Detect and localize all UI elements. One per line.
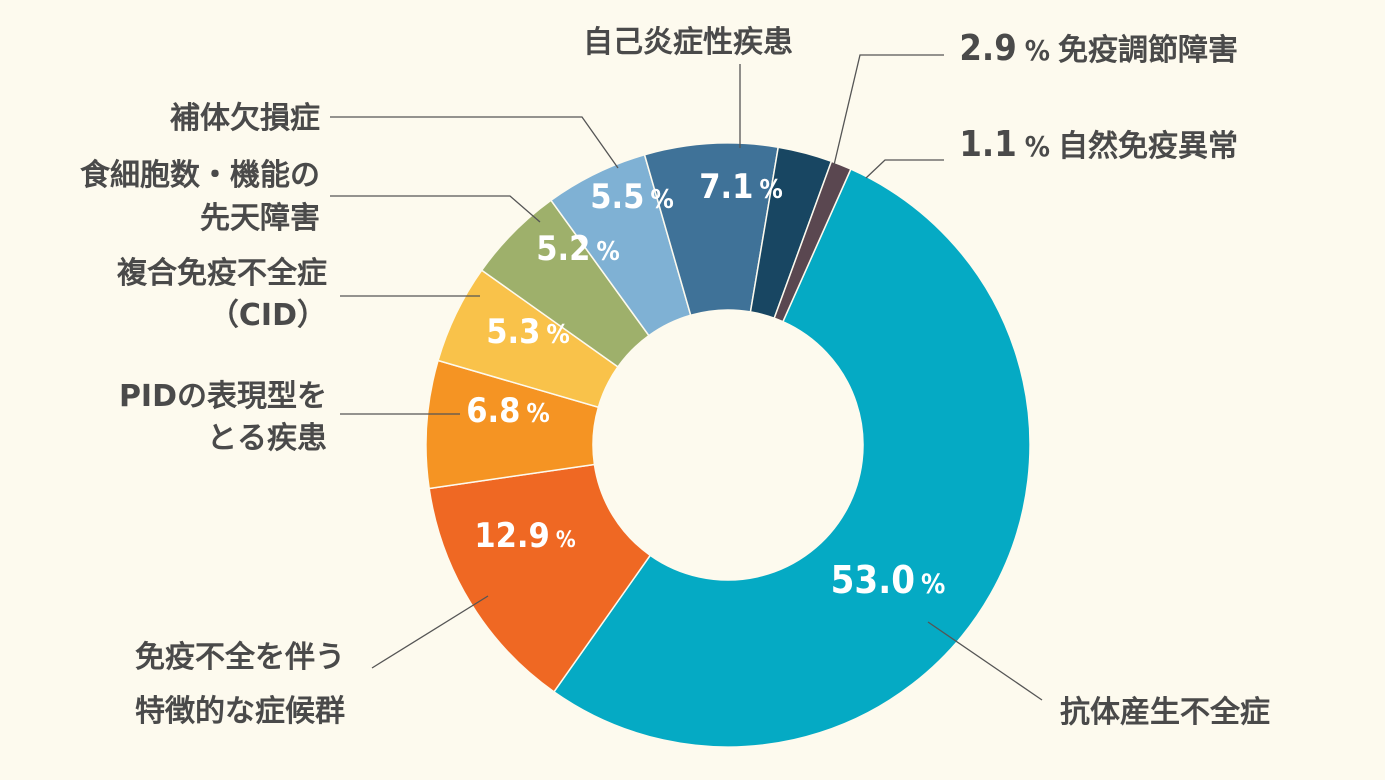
leader-line xyxy=(330,195,541,223)
leader-line xyxy=(371,595,489,669)
leader-line xyxy=(833,54,944,166)
category-label: 免疫調節障害 xyxy=(1058,33,1238,68)
slice-value-label: 5.5% xyxy=(590,177,674,217)
category-label: 自己炎症性疾患 xyxy=(583,25,793,60)
slice-value-label: 12.9% xyxy=(474,516,575,556)
category-label: 特徴的な症候群 xyxy=(135,694,345,729)
slice-value-label: 1.1% xyxy=(959,124,1050,165)
category-label: 食細胞数・機能の xyxy=(80,158,320,193)
slice-value-label: 5.2% xyxy=(536,229,620,269)
slice-9 xyxy=(773,160,852,323)
category-label: 先天障害 xyxy=(200,201,320,236)
slice-value-label: 6.8% xyxy=(466,391,550,431)
slice-2 xyxy=(428,463,652,693)
category-label: 免疫不全を伴う xyxy=(135,640,345,675)
leader-line xyxy=(330,116,619,169)
slice-value-label: 5.3% xyxy=(486,312,570,352)
category-label: 複合免疫不全症 xyxy=(117,256,327,291)
slice-value-label: 2.9% xyxy=(959,28,1050,69)
slice-value-label: 53.0% xyxy=(831,558,946,602)
category-label: 抗体産生不全症 xyxy=(1060,695,1270,730)
slice-value-label: 7.1% xyxy=(699,167,783,207)
leader-line xyxy=(927,621,1043,701)
category-label: 補体欠損症 xyxy=(169,101,320,136)
slice-1 xyxy=(552,168,1031,748)
category-label: とる疾患 xyxy=(207,421,327,456)
category-label: PIDの表現型を xyxy=(119,379,327,414)
leader-line xyxy=(865,159,944,179)
category-label: 自然免疫異常 xyxy=(1058,129,1238,164)
category-label: （CID） xyxy=(209,298,327,333)
